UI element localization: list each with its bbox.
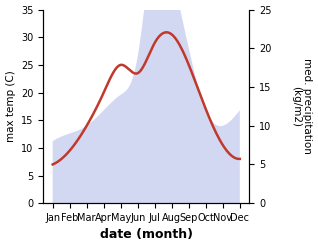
Y-axis label: med. precipitation
(kg/m2): med. precipitation (kg/m2) bbox=[291, 59, 313, 154]
X-axis label: date (month): date (month) bbox=[100, 228, 193, 242]
Y-axis label: max temp (C): max temp (C) bbox=[5, 70, 16, 142]
